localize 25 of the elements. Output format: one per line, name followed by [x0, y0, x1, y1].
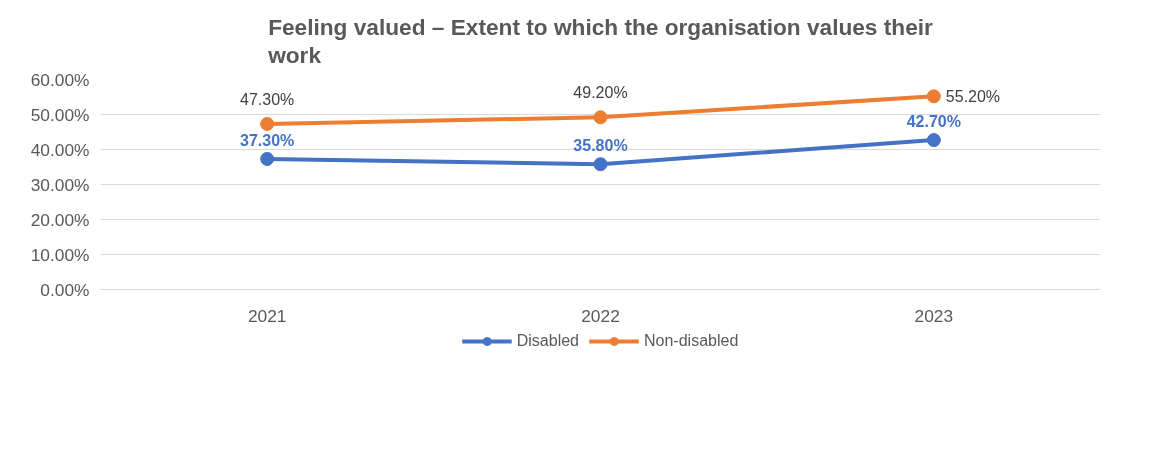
chart-title: Feeling valued – Extent to which the organisation values their work: [267, 13, 934, 69]
y-tick-label: 40.00%: [30, 139, 90, 160]
data-label: 35.80%: [573, 137, 628, 155]
y-tick-label: 30.00%: [30, 174, 90, 195]
data-label: 49.20%: [573, 84, 628, 102]
point: [593, 110, 608, 125]
x-tick-label: 2021: [247, 305, 287, 326]
point: [260, 116, 275, 131]
y-tick-label: 50.00%: [30, 104, 90, 125]
point: [926, 89, 941, 104]
y-tick-label: 10.00%: [30, 244, 90, 265]
y-tick-label: 20.00%: [30, 209, 90, 230]
data-label: 55.20%: [945, 87, 1001, 105]
data-label: 42.70%: [906, 113, 961, 131]
point: [260, 151, 275, 166]
legend-label: Non-disabled: [643, 332, 739, 350]
y-tick-label: 60.00%: [30, 69, 90, 90]
x-tick-label: 2022: [581, 305, 620, 326]
data-label: 37.30%: [240, 131, 295, 149]
data-label: 47.30%: [240, 90, 295, 108]
y-tick-label: 0.00%: [40, 279, 90, 300]
point: [926, 133, 941, 148]
point: [593, 157, 608, 172]
legend-label: Disabled: [516, 332, 579, 350]
x-tick-label: 2023: [914, 305, 954, 326]
